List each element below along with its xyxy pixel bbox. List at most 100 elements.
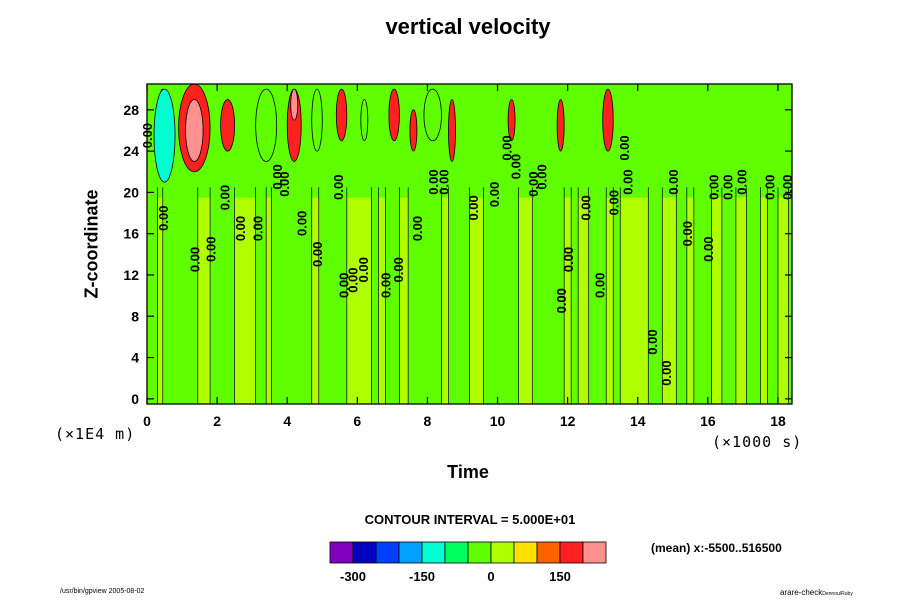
contour-label: 0.00: [426, 169, 441, 194]
positive-band: [266, 197, 272, 404]
contour-label: 0.00: [734, 169, 749, 194]
contour-label: 0.00: [508, 154, 523, 179]
colorbar-swatch: [421, 541, 446, 564]
contour-label: 0.00: [294, 211, 309, 236]
contour-label: 0.00: [410, 216, 425, 241]
contour-label: 0.00: [706, 175, 721, 200]
x-tick-label: 16: [700, 413, 716, 429]
colorbar-swatch: [352, 541, 377, 564]
contour-label: 0.00: [526, 171, 541, 196]
contour-label: 0.00: [310, 242, 325, 267]
contour-label: 0.00: [217, 185, 232, 210]
x-tick-label: 2: [213, 413, 221, 429]
contour-label: 0.00: [535, 164, 550, 189]
y-tick-label: 16: [123, 226, 139, 242]
contour-label: 0.00: [666, 169, 681, 194]
positive-band: [711, 197, 722, 404]
positive-band: [157, 197, 163, 404]
colorbar-swatch: [559, 541, 584, 564]
x-tick-label: 0: [143, 413, 151, 429]
contour-label: 0.00: [156, 206, 171, 231]
y-tick-label: 4: [131, 350, 139, 366]
colorbar-swatch: [513, 541, 538, 564]
y-tick-label: 24: [123, 143, 139, 159]
x-tick-label: 14: [630, 413, 646, 429]
contour-label: 0.00: [251, 216, 266, 241]
colorbar-swatch: [444, 541, 469, 564]
positive-band: [760, 197, 768, 404]
positive-band: [378, 197, 386, 404]
contour-cell: [255, 88, 278, 162]
mean-range-note: (mean) x:-5500..516500: [651, 541, 782, 555]
x-axis-unit: (×1000 s): [712, 433, 803, 451]
contour-label: 0.00: [466, 195, 481, 220]
contour-cell: [290, 88, 299, 121]
positive-band: [346, 197, 372, 404]
contour-cell: [409, 109, 418, 152]
contour-label: 0.00: [659, 360, 674, 385]
positive-band: [564, 197, 572, 404]
positive-band: [441, 197, 449, 404]
contour-label: 0.00: [762, 175, 777, 200]
positive-band: [620, 197, 649, 404]
y-tick-label: 20: [123, 184, 139, 200]
colorbar-tick-label: -150: [409, 569, 435, 584]
positive-band: [234, 197, 256, 404]
contour-label: 0.00: [391, 257, 406, 282]
colorbar-swatch: [536, 541, 561, 564]
x-tick-label: 4: [283, 413, 291, 429]
plot-frame: [146, 83, 793, 405]
contour-label: 0.00: [203, 237, 218, 262]
contour-label: 0.00: [331, 175, 346, 200]
contour-label: 0.00: [270, 164, 285, 189]
contour-label: 0.00: [680, 221, 695, 246]
contour-cell: [507, 99, 516, 142]
colorbar-swatch: [375, 541, 400, 564]
colorbar-swatch: [582, 541, 607, 564]
x-tick-label: 8: [424, 413, 432, 429]
colorbar-tick-label: 150: [549, 569, 571, 584]
contour-cell: [556, 99, 565, 152]
positive-band: [686, 197, 694, 404]
positive-band: [777, 197, 789, 404]
x-tick-label: 18: [770, 413, 786, 429]
contour-label: 0.00: [645, 329, 660, 354]
contour-label: 0.00: [701, 237, 716, 262]
contour-label: 0.00: [188, 247, 203, 272]
y-tick-label: 8: [131, 308, 139, 324]
contour-label: 0.00: [606, 190, 621, 215]
contour-cell: [388, 88, 400, 142]
y-tick-label: 0: [131, 391, 139, 407]
contour-cell: [360, 99, 369, 142]
positive-band: [518, 197, 533, 404]
contour-label: 0.00: [436, 169, 451, 194]
colorbar-swatch: [329, 541, 354, 564]
contour-label: 0.00: [578, 195, 593, 220]
contour-label: 0.00: [720, 175, 735, 200]
colorbar-swatch: [467, 541, 492, 564]
contour-label: 0.00: [379, 273, 394, 298]
footer-credit-text: arare-check: [780, 588, 823, 597]
footer-command: /usr/bin/gpview 2005-08-02: [60, 588, 145, 595]
y-axis-unit: (×1E4 m): [55, 425, 136, 443]
colorbar-swatch: [490, 541, 515, 564]
contour-label: 0.00: [356, 257, 371, 282]
contour-label: 0.00: [780, 175, 795, 200]
colorbar-tick-label: -300: [340, 569, 366, 584]
y-tick-label: 12: [123, 267, 139, 283]
contour-label: 0.00: [233, 216, 248, 241]
footer-credit-sub: Dennou/Ruby: [822, 591, 853, 597]
x-tick-label: 6: [353, 413, 361, 429]
chart-title: vertical velocity: [385, 14, 551, 39]
positive-band: [735, 197, 747, 404]
contour-cell: [185, 99, 204, 162]
contour-label: 0.00: [487, 182, 502, 207]
positive-band: [578, 197, 589, 404]
contour-label: 0.00: [277, 171, 292, 196]
contour-cell: [335, 88, 348, 142]
contour-label: 0.00: [345, 267, 360, 292]
colorbar-tick-label: 0: [487, 569, 494, 584]
contour-cell: [153, 88, 176, 183]
contour-interval-note: CONTOUR INTERVAL = 5.000E+01: [364, 512, 576, 527]
contour-cell: [602, 88, 614, 152]
